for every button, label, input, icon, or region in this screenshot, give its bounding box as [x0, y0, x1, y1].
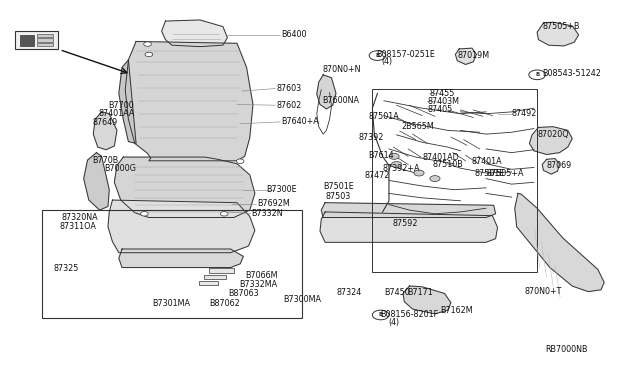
Text: RB7000NB: RB7000NB — [545, 344, 588, 353]
Text: B7332N: B7332N — [252, 209, 284, 218]
Circle shape — [392, 161, 402, 167]
Polygon shape — [456, 48, 476, 64]
Text: B7640+A: B7640+A — [282, 118, 319, 126]
Circle shape — [430, 176, 440, 182]
Bar — [20, 35, 34, 46]
Text: (4): (4) — [388, 318, 399, 327]
Text: 87649: 87649 — [92, 118, 117, 127]
Bar — [37, 38, 53, 42]
Text: 87592: 87592 — [393, 219, 419, 228]
Text: 87603: 87603 — [276, 84, 301, 93]
Text: 87325: 87325 — [53, 264, 79, 273]
Polygon shape — [108, 200, 255, 253]
Text: B7300E: B7300E — [266, 185, 297, 194]
Text: 87492: 87492 — [511, 109, 537, 118]
Bar — [372, 89, 537, 272]
Polygon shape — [515, 193, 604, 292]
Text: 87069: 87069 — [547, 161, 572, 170]
Text: B87063: B87063 — [228, 289, 259, 298]
Text: 87392: 87392 — [358, 133, 384, 142]
Polygon shape — [403, 286, 451, 314]
Text: 87505+B: 87505+B — [542, 22, 580, 31]
Text: 87324: 87324 — [337, 288, 362, 297]
Polygon shape — [119, 60, 136, 143]
Polygon shape — [317, 75, 336, 109]
Polygon shape — [321, 203, 495, 218]
Text: B: B — [378, 312, 383, 317]
Text: B7600NA: B7600NA — [323, 96, 360, 105]
Circle shape — [220, 212, 228, 216]
Text: B7300MA: B7300MA — [284, 295, 321, 304]
Text: B7450: B7450 — [384, 288, 410, 297]
Text: B7692M: B7692M — [257, 199, 290, 208]
Circle shape — [529, 70, 545, 80]
Text: B770B: B770B — [92, 155, 118, 164]
Polygon shape — [115, 157, 255, 218]
Circle shape — [141, 212, 148, 216]
Circle shape — [369, 51, 386, 60]
Circle shape — [414, 170, 424, 176]
Text: B: B — [375, 53, 380, 58]
Bar — [198, 281, 218, 285]
Text: B08157-0251E: B08157-0251E — [376, 50, 435, 59]
Text: 87401AD: 87401AD — [422, 153, 459, 161]
Text: 870N0+T: 870N0+T — [524, 287, 562, 296]
Bar — [204, 275, 226, 279]
Circle shape — [236, 159, 244, 163]
Bar — [42, 210, 302, 318]
Text: 87472: 87472 — [365, 171, 390, 180]
Text: B7501E: B7501E — [323, 182, 354, 191]
Text: B7171: B7171 — [407, 288, 433, 297]
Text: B87062: B87062 — [209, 299, 240, 308]
Bar — [37, 42, 53, 46]
Text: 87401A: 87401A — [472, 157, 502, 166]
Polygon shape — [162, 20, 227, 46]
Circle shape — [372, 310, 389, 320]
Polygon shape — [320, 212, 497, 242]
Text: B: B — [535, 72, 540, 77]
Text: 2B565M: 2B565M — [402, 122, 435, 131]
Polygon shape — [537, 22, 579, 46]
Text: 87405: 87405 — [428, 105, 452, 114]
Text: B7301MA: B7301MA — [153, 299, 191, 308]
Text: 870N0+N: 870N0+N — [323, 65, 361, 74]
Text: 87019M: 87019M — [458, 51, 490, 60]
Polygon shape — [93, 112, 117, 150]
Text: B7332MA: B7332MA — [239, 280, 277, 289]
Text: 87401AA: 87401AA — [99, 109, 135, 118]
Text: (4): (4) — [381, 57, 392, 66]
Text: 87455: 87455 — [430, 89, 455, 98]
Text: 87505+A: 87505+A — [486, 169, 524, 177]
Polygon shape — [529, 127, 572, 154]
Text: B08543-51242: B08543-51242 — [542, 69, 601, 78]
Circle shape — [145, 52, 153, 57]
Bar — [15, 31, 58, 49]
Circle shape — [389, 153, 399, 159]
Text: B7614: B7614 — [369, 151, 394, 160]
Text: 87020Q: 87020Q — [537, 130, 569, 140]
Text: 87510B: 87510B — [433, 160, 463, 169]
Polygon shape — [542, 158, 559, 174]
Text: B7000G: B7000G — [104, 164, 136, 173]
Text: 87320NA: 87320NA — [61, 213, 98, 222]
Polygon shape — [119, 249, 243, 267]
Text: B7700: B7700 — [108, 101, 134, 110]
Circle shape — [144, 42, 152, 46]
Text: B7066M: B7066M — [245, 271, 278, 280]
Polygon shape — [125, 41, 253, 161]
Bar — [37, 34, 53, 37]
Text: 87311OA: 87311OA — [60, 222, 97, 231]
Text: B08156-8201F: B08156-8201F — [381, 311, 439, 320]
Text: B7162M: B7162M — [440, 306, 473, 315]
Text: 87392+A: 87392+A — [383, 164, 420, 173]
Text: 87403M: 87403M — [428, 97, 460, 106]
Polygon shape — [84, 153, 109, 210]
Text: B6400: B6400 — [282, 30, 307, 39]
Text: 87503: 87503 — [325, 192, 350, 201]
Text: 87602: 87602 — [276, 101, 302, 110]
Text: 87501E: 87501E — [474, 169, 505, 177]
Text: 87501A: 87501A — [369, 112, 399, 121]
Bar — [209, 267, 234, 273]
